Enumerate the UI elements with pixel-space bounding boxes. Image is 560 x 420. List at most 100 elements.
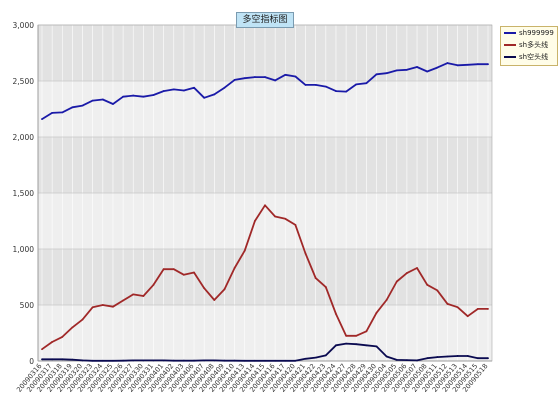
series-0-point	[193, 86, 195, 89]
series-2-point	[71, 358, 74, 361]
series-1-point	[304, 252, 307, 255]
y-tick-label: 500	[20, 301, 35, 310]
y-tick-label: 1,500	[13, 189, 35, 198]
series-1-point	[385, 299, 388, 301]
series-2-point	[324, 354, 327, 357]
series-2-point	[335, 344, 337, 347]
series-2-point	[142, 359, 145, 362]
series-0-point	[223, 86, 226, 89]
series-0-point	[112, 103, 114, 105]
y-tick-label: 2,000	[13, 133, 35, 142]
series-1-point	[446, 302, 449, 305]
series-0-point	[61, 111, 64, 114]
series-1-point	[375, 311, 378, 314]
series-2-point	[466, 355, 469, 357]
series-1-point	[122, 299, 124, 302]
series-0-point	[51, 112, 54, 114]
series-0-point	[152, 94, 155, 96]
series-2-point	[355, 343, 358, 346]
series-1-point	[365, 330, 368, 333]
series-2-point	[223, 359, 226, 362]
series-1-point	[476, 308, 479, 310]
series-1-point	[294, 224, 297, 226]
series-2-point	[61, 358, 64, 361]
y-tick-label: 0	[29, 357, 34, 366]
series-0-point	[162, 90, 165, 92]
series-0-point	[284, 73, 287, 76]
y-tick-label: 2,500	[13, 77, 35, 86]
series-1-point	[406, 272, 408, 274]
series-2-point	[426, 357, 429, 360]
series-1-point	[71, 326, 74, 329]
series-0-point	[264, 76, 266, 78]
series-2-point	[406, 359, 408, 362]
series-2-point	[456, 355, 459, 357]
series-0-point	[324, 85, 327, 88]
series-1-point	[101, 304, 104, 306]
series-1-point	[243, 249, 246, 252]
series-0-point	[294, 75, 297, 78]
series-1-point	[345, 334, 347, 337]
series-0-point	[142, 95, 145, 98]
series-2-point	[476, 357, 479, 360]
series-0-point	[416, 66, 418, 68]
series-1-point	[172, 268, 175, 271]
series-0-point	[243, 77, 246, 80]
series-0-point	[41, 118, 43, 120]
series-2-point	[132, 359, 135, 362]
series-2-point	[304, 357, 307, 360]
legend-entry-1: sh多头线	[504, 40, 548, 51]
series-1-point	[112, 305, 114, 308]
series-0-point	[406, 68, 408, 71]
series-1-point	[193, 271, 195, 274]
series-2-point	[41, 358, 43, 361]
legend-label-2: sh空头线	[519, 53, 549, 61]
series-1-point	[466, 315, 469, 318]
series-0-point	[101, 98, 104, 101]
series-1-point	[152, 283, 155, 286]
series-2-point	[274, 359, 277, 362]
chart-title: 多空指标图	[236, 12, 294, 28]
series-2-point	[446, 355, 449, 358]
series-2-point	[122, 359, 124, 362]
series-2-point	[101, 359, 104, 362]
series-0-point	[304, 84, 307, 86]
series-1-point	[162, 268, 165, 271]
series-0-point	[426, 70, 429, 73]
y-tick-label: 1,000	[13, 245, 35, 254]
series-0-point	[172, 88, 175, 91]
series-0-point	[365, 82, 368, 85]
series-0-point	[203, 96, 206, 99]
series-2-point	[243, 359, 246, 362]
series-0-point	[213, 93, 216, 96]
legend-entry-2: sh空头线	[504, 52, 548, 63]
legend-swatch-2	[504, 56, 516, 58]
series-0-point	[314, 84, 317, 86]
series-1-point	[416, 267, 418, 269]
series-2-point	[213, 359, 216, 362]
series-0-point	[466, 63, 469, 66]
series-2-point	[314, 356, 317, 359]
series-2-point	[375, 345, 378, 348]
series-1-point	[264, 204, 266, 207]
series-0-point	[71, 106, 74, 109]
series-1-point	[223, 288, 226, 291]
series-0-point	[487, 63, 489, 66]
series-2-point	[203, 359, 206, 362]
series-2-point	[294, 359, 297, 362]
series-2-point	[253, 359, 256, 362]
series-2-point	[264, 359, 266, 362]
legend-entry-0: sh999999	[504, 28, 554, 39]
series-2-point	[172, 359, 175, 362]
series-1-point	[355, 334, 358, 337]
series-0-point	[375, 73, 378, 76]
series-1-point	[132, 293, 135, 296]
series-1-point	[436, 289, 439, 292]
series-1-point	[61, 336, 64, 338]
series-1-point	[274, 215, 277, 218]
series-1-point	[335, 313, 337, 315]
legend: sh999999 sh多头线 sh空头线	[500, 26, 558, 66]
series-2-point	[416, 359, 418, 362]
series-2-point	[91, 359, 94, 362]
